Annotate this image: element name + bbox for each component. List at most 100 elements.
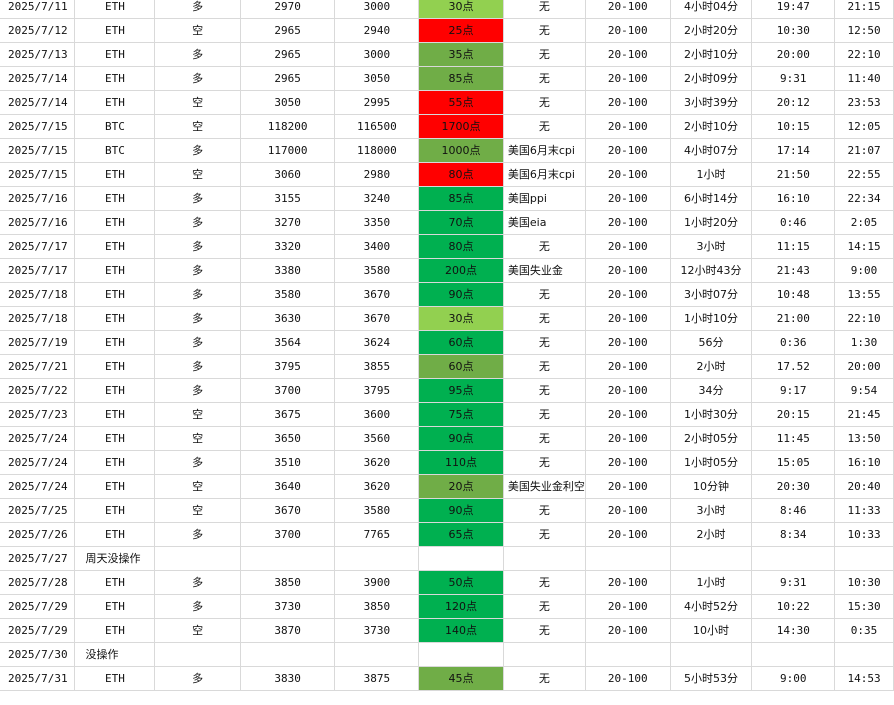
cell-start-time[interactable]: 10:15 — [751, 114, 836, 139]
cell-leverage[interactable]: 20-100 — [585, 258, 671, 283]
cell-exit-price[interactable]: 3855 — [334, 354, 420, 379]
cell-event[interactable]: 无 — [503, 402, 586, 427]
cell-asset[interactable]: ETH — [74, 594, 156, 619]
cell-direction[interactable]: 多 — [154, 522, 241, 547]
cell-exit-price[interactable]: 3240 — [334, 186, 420, 211]
cell-exit-price[interactable]: 3900 — [334, 570, 420, 595]
cell-leverage[interactable]: 20-100 — [585, 186, 671, 211]
cell-asset[interactable]: ETH — [74, 474, 156, 499]
cell-direction[interactable]: 多 — [154, 666, 241, 691]
cell-duration[interactable]: 1小时10分 — [670, 306, 753, 331]
cell-end-time[interactable]: 22:34 — [834, 186, 894, 211]
cell-start-time[interactable]: 21:50 — [751, 162, 836, 187]
cell-asset[interactable]: ETH — [74, 90, 156, 115]
cell-end-time[interactable]: 2:05 — [834, 210, 894, 235]
cell-event[interactable]: 美国6月末cpi — [503, 162, 586, 187]
cell-points[interactable]: 50点 — [418, 570, 504, 595]
cell-asset[interactable]: ETH — [74, 402, 156, 427]
cell-event[interactable]: 无 — [503, 522, 586, 547]
cell-entry-price[interactable]: 3320 — [240, 234, 336, 259]
cell-asset[interactable]: ETH — [74, 306, 156, 331]
cell-leverage[interactable]: 20-100 — [585, 666, 671, 691]
cell-duration[interactable]: 4小时04分 — [670, 0, 753, 19]
cell-direction[interactable]: 空 — [154, 162, 241, 187]
cell-points[interactable]: 80点 — [418, 234, 504, 259]
cell-end-time[interactable]: 21:07 — [834, 138, 894, 163]
cell-points[interactable]: 95点 — [418, 378, 504, 403]
cell-points[interactable]: 85点 — [418, 186, 504, 211]
cell-points[interactable]: 55点 — [418, 90, 504, 115]
cell-end-time[interactable]: 10:30 — [834, 570, 894, 595]
cell-entry-price[interactable]: 3270 — [240, 210, 336, 235]
cell-leverage[interactable]: 20-100 — [585, 450, 671, 475]
cell-event[interactable]: 美国eia — [503, 210, 586, 235]
cell-direction[interactable]: 多 — [154, 234, 241, 259]
cell-end-time[interactable]: 9:54 — [834, 378, 894, 403]
cell-event[interactable]: 无 — [503, 618, 586, 643]
cell-entry-price[interactable]: 3670 — [240, 498, 336, 523]
cell-asset[interactable]: ETH — [74, 498, 156, 523]
cell-entry-price[interactable]: 3630 — [240, 306, 336, 331]
cell-entry-price[interactable]: 3060 — [240, 162, 336, 187]
cell-duration[interactable]: 2小时10分 — [670, 114, 753, 139]
cell-start-time[interactable]: 20:00 — [751, 42, 836, 67]
cell-exit-price[interactable]: 116500 — [334, 114, 420, 139]
cell-direction[interactable]: 空 — [154, 498, 241, 523]
cell-event[interactable]: 无 — [503, 306, 586, 331]
cell-exit-price[interactable] — [334, 642, 420, 667]
cell-start-time[interactable]: 21:43 — [751, 258, 836, 283]
cell-asset[interactable]: ETH — [74, 522, 156, 547]
cell-asset[interactable]: ETH — [74, 42, 156, 67]
cell-start-time[interactable]: 9:00 — [751, 666, 836, 691]
cell-entry-price[interactable] — [240, 546, 336, 571]
cell-asset[interactable]: ETH — [74, 378, 156, 403]
cell-points[interactable]: 30点 — [418, 306, 504, 331]
cell-leverage[interactable]: 20-100 — [585, 378, 671, 403]
cell-date[interactable]: 2025/7/29 — [0, 594, 76, 619]
cell-duration[interactable]: 2小时05分 — [670, 426, 753, 451]
cell-end-time[interactable]: 12:05 — [834, 114, 894, 139]
cell-leverage[interactable]: 20-100 — [585, 594, 671, 619]
cell-entry-price[interactable]: 3830 — [240, 666, 336, 691]
cell-start-time[interactable]: 8:46 — [751, 498, 836, 523]
cell-end-time[interactable]: 16:10 — [834, 450, 894, 475]
cell-end-time[interactable]: 13:50 — [834, 426, 894, 451]
cell-start-time[interactable]: 9:31 — [751, 66, 836, 91]
cell-points[interactable]: 140点 — [418, 618, 504, 643]
cell-points[interactable]: 90点 — [418, 282, 504, 307]
cell-leverage[interactable]: 20-100 — [585, 618, 671, 643]
cell-note[interactable]: 周天没操作 — [74, 546, 156, 571]
cell-end-time[interactable]: 22:10 — [834, 306, 894, 331]
cell-start-time[interactable]: 17.52 — [751, 354, 836, 379]
cell-points[interactable] — [418, 642, 504, 667]
cell-direction[interactable]: 空 — [154, 114, 241, 139]
cell-date[interactable]: 2025/7/30 — [0, 642, 76, 667]
cell-event[interactable]: 无 — [503, 378, 586, 403]
cell-event[interactable]: 美国ppi — [503, 186, 586, 211]
cell-exit-price[interactable]: 3000 — [334, 0, 420, 19]
cell-entry-price[interactable]: 2965 — [240, 18, 336, 43]
cell-duration[interactable]: 3小时39分 — [670, 90, 753, 115]
cell-leverage[interactable]: 20-100 — [585, 474, 671, 499]
cell-end-time[interactable]: 1:30 — [834, 330, 894, 355]
cell-start-time[interactable]: 0:46 — [751, 210, 836, 235]
cell-leverage[interactable]: 20-100 — [585, 0, 671, 19]
cell-duration[interactable] — [670, 546, 753, 571]
cell-duration[interactable]: 1小时05分 — [670, 450, 753, 475]
cell-date[interactable]: 2025/7/22 — [0, 378, 76, 403]
cell-end-time[interactable]: 20:00 — [834, 354, 894, 379]
cell-points[interactable]: 80点 — [418, 162, 504, 187]
cell-duration[interactable]: 1小时20分 — [670, 210, 753, 235]
cell-entry-price[interactable]: 3675 — [240, 402, 336, 427]
cell-direction[interactable]: 多 — [154, 0, 241, 19]
cell-duration[interactable] — [670, 642, 753, 667]
cell-start-time[interactable]: 20:15 — [751, 402, 836, 427]
cell-points[interactable]: 35点 — [418, 42, 504, 67]
cell-date[interactable]: 2025/7/25 — [0, 498, 76, 523]
cell-end-time[interactable]: 21:45 — [834, 402, 894, 427]
cell-duration[interactable]: 3小时07分 — [670, 282, 753, 307]
cell-leverage[interactable]: 20-100 — [585, 306, 671, 331]
cell-entry-price[interactable]: 118200 — [240, 114, 336, 139]
cell-exit-price[interactable]: 3670 — [334, 306, 420, 331]
cell-duration[interactable]: 2小时10分 — [670, 42, 753, 67]
